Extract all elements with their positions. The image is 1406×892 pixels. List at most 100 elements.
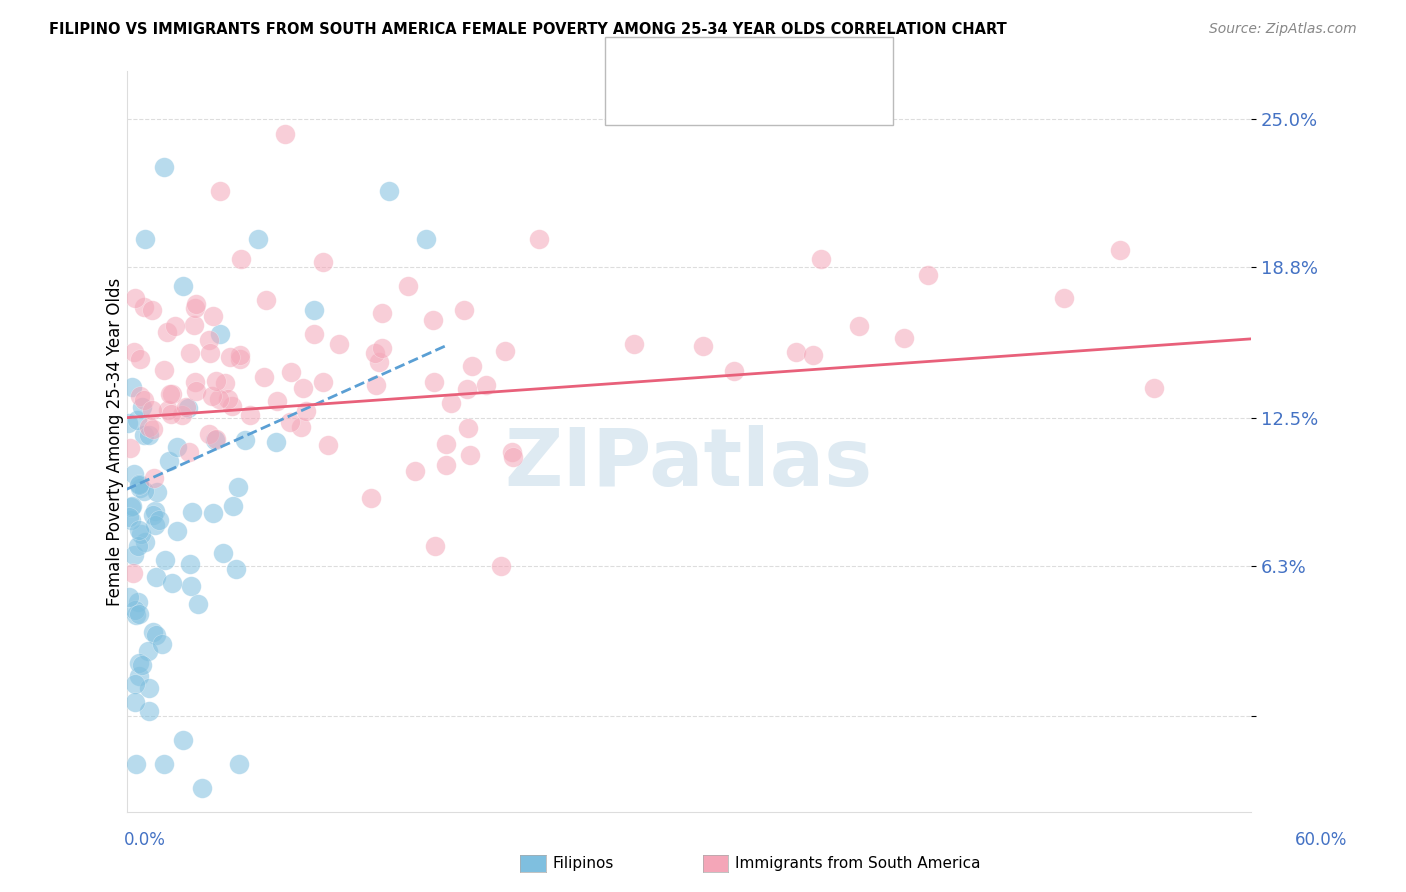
- Point: [197, 333, 219, 347]
- Point: [235, 434, 257, 448]
- Point: [848, 318, 870, 333]
- Point: [456, 382, 478, 396]
- Point: [1053, 291, 1076, 305]
- Point: [201, 506, 224, 520]
- Point: [302, 303, 325, 318]
- Point: [124, 291, 146, 305]
- Point: [143, 504, 166, 518]
- Point: [217, 392, 239, 406]
- Point: [174, 400, 197, 414]
- Point: [371, 306, 394, 320]
- Point: [132, 427, 155, 442]
- Point: [157, 454, 180, 468]
- Point: [163, 318, 186, 333]
- Point: [502, 450, 524, 465]
- Point: [183, 301, 205, 316]
- Point: [226, 479, 249, 493]
- Point: [181, 505, 204, 519]
- Text: N =: N =: [754, 54, 801, 72]
- Point: [143, 471, 166, 485]
- Text: ZIPatlas: ZIPatlas: [505, 425, 873, 503]
- Point: [160, 576, 183, 591]
- Point: [201, 309, 224, 323]
- Point: [170, 408, 193, 422]
- Point: [221, 399, 243, 413]
- Point: [422, 313, 444, 327]
- Point: [184, 375, 207, 389]
- Point: [274, 127, 297, 141]
- Point: [128, 476, 150, 491]
- Point: [423, 540, 446, 554]
- Point: [128, 656, 150, 670]
- Point: [141, 508, 163, 522]
- Point: [1143, 381, 1166, 395]
- Point: [434, 458, 457, 473]
- Point: [138, 681, 160, 696]
- Text: Source: ZipAtlas.com: Source: ZipAtlas.com: [1209, 22, 1357, 37]
- Point: [723, 364, 745, 378]
- Point: [225, 562, 247, 576]
- Point: [198, 346, 221, 360]
- Point: [785, 344, 807, 359]
- Point: [142, 422, 165, 436]
- Point: [228, 756, 250, 771]
- Text: R =: R =: [659, 54, 696, 72]
- Point: [120, 500, 142, 515]
- Text: 73: 73: [800, 54, 824, 72]
- Point: [184, 296, 207, 310]
- Point: [145, 570, 167, 584]
- Point: [201, 389, 224, 403]
- Point: [280, 365, 302, 379]
- Point: [501, 445, 523, 459]
- Point: [527, 231, 550, 245]
- Point: [434, 437, 457, 451]
- Point: [893, 331, 915, 345]
- Point: [302, 327, 325, 342]
- Point: [142, 625, 165, 640]
- Point: [153, 363, 176, 377]
- Point: [132, 393, 155, 408]
- Point: [124, 467, 146, 482]
- Point: [157, 402, 180, 417]
- Point: [145, 628, 167, 642]
- Point: [205, 375, 228, 389]
- Point: [128, 478, 150, 492]
- Point: [801, 348, 824, 362]
- Point: [318, 438, 340, 452]
- Point: [453, 303, 475, 318]
- Point: [440, 396, 463, 410]
- Point: [156, 325, 179, 339]
- Point: [371, 341, 394, 355]
- Point: [122, 548, 145, 562]
- Point: [475, 377, 498, 392]
- Point: [125, 413, 148, 427]
- Point: [153, 553, 176, 567]
- Point: [623, 337, 645, 351]
- Point: [190, 780, 212, 795]
- Point: [494, 343, 516, 358]
- Point: [124, 695, 146, 709]
- Point: [134, 535, 156, 549]
- Point: [128, 607, 150, 622]
- Text: FILIPINO VS IMMIGRANTS FROM SOUTH AMERICA FEMALE POVERTY AMONG 25-34 YEAR OLDS C: FILIPINO VS IMMIGRANTS FROM SOUTH AMERIC…: [49, 22, 1007, 37]
- Point: [231, 252, 253, 266]
- Point: [209, 184, 232, 198]
- Point: [118, 590, 141, 604]
- Point: [184, 384, 207, 399]
- Point: [183, 318, 205, 332]
- Point: [121, 379, 143, 393]
- Point: [295, 403, 318, 417]
- Point: [1109, 244, 1132, 258]
- Point: [128, 669, 150, 683]
- Point: [166, 440, 188, 454]
- Point: [328, 337, 350, 351]
- Point: [458, 448, 481, 462]
- Point: [148, 513, 170, 527]
- Point: [254, 293, 277, 308]
- Point: [132, 483, 155, 498]
- Point: [180, 579, 202, 593]
- Point: [138, 427, 160, 442]
- Point: [121, 500, 143, 514]
- Point: [128, 482, 150, 496]
- Point: [264, 435, 287, 450]
